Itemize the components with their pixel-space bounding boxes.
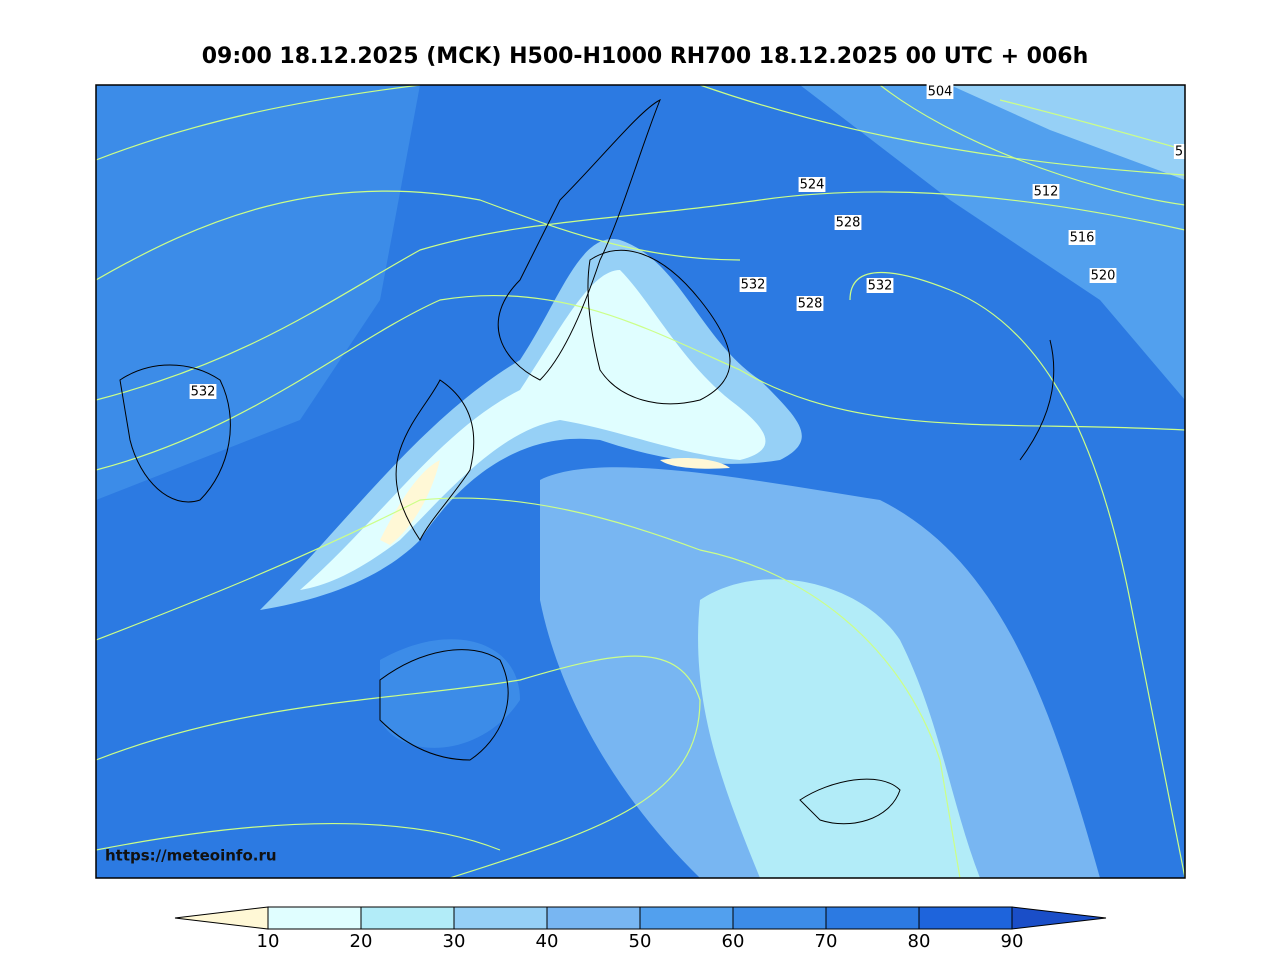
contour-label: 520	[1089, 268, 1117, 284]
title: 09:00 18.12.2025 (MCK) H500-H1000 RH700 …	[202, 44, 1089, 69]
colorbar-extend-low	[174, 906, 269, 930]
contour-label-bg	[1068, 230, 1096, 245]
contour-label: 528	[834, 215, 862, 231]
contour-label-bg	[866, 278, 894, 293]
contour-label-text: 512	[1034, 185, 1059, 200]
colorbar: 10 20 30 40 50 60 70 80 90	[174, 906, 1107, 952]
contour-label-bg	[796, 296, 824, 311]
colorbar-tick-label: 40	[536, 931, 559, 952]
colorbar-segment	[825, 906, 920, 930]
contour-label-bg	[834, 215, 862, 230]
contour-label-text: 528	[798, 297, 823, 312]
colorbar-segment	[918, 906, 1013, 930]
map	[96, 85, 1185, 878]
colorbar-extend-high	[1011, 906, 1107, 930]
colorbar-tick-label: 50	[629, 931, 652, 952]
contour-label-text: 5	[1175, 145, 1183, 160]
map-frame	[95, 84, 1186, 879]
contour-label-bg	[739, 277, 767, 292]
contour-label: 528	[796, 296, 824, 312]
contour-label-bg	[189, 384, 217, 399]
source-url: https://meteoinfo.ru	[105, 847, 277, 865]
colorbar-tick-label: 30	[443, 931, 466, 952]
contour-label-text: 532	[868, 279, 893, 294]
contour-label: 532	[866, 278, 894, 294]
contour-label-text: 504	[928, 85, 953, 100]
colorbar-tick-label: 60	[722, 931, 745, 952]
contour-label: 524	[798, 177, 826, 193]
colorbar-segment	[267, 906, 362, 930]
contour-label: 504	[926, 84, 954, 100]
colorbar-tick-label: 70	[815, 931, 838, 952]
colorbar-tick-label: 80	[908, 931, 931, 952]
contour-label-text: 524	[800, 178, 825, 193]
contour-label: 5	[1173, 144, 1185, 160]
colorbar-segment	[360, 906, 455, 930]
contour-label-text: 532	[741, 278, 766, 293]
colorbar-tick-label: 10	[257, 931, 280, 952]
contour-label-bg	[926, 84, 954, 99]
colorbar-segment	[546, 906, 641, 930]
colorbar-tick-label: 20	[350, 931, 373, 952]
contour-label: 532	[739, 277, 767, 293]
colorbar-segment	[639, 906, 734, 930]
contour-label: 516	[1068, 230, 1096, 246]
contour-label-bg	[1089, 268, 1117, 283]
contour-label-text: 532	[191, 385, 216, 400]
contour-label: 512	[1032, 184, 1060, 200]
colorbar-segment	[732, 906, 827, 930]
contour-label-bg	[1032, 184, 1060, 199]
contour-label: 532	[189, 384, 217, 400]
colorbar-tick-label: 90	[1001, 931, 1024, 952]
contour-label-text: 516	[1070, 231, 1095, 246]
contour-label-bg	[798, 177, 826, 192]
colorbar-segment	[453, 906, 548, 930]
contour-label-bg	[1173, 144, 1185, 159]
contour-label-text: 520	[1091, 269, 1116, 284]
contour-label-text: 528	[836, 216, 861, 231]
